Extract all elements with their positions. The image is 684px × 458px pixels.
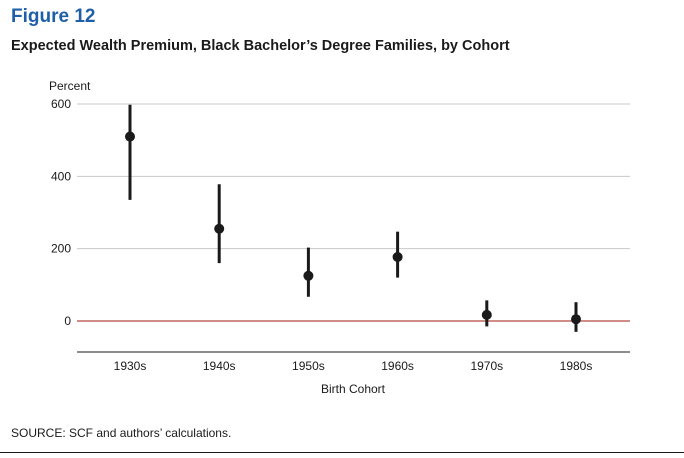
x-axis-label: Birth Cohort <box>321 382 386 396</box>
x-tick-labels: 1930s 1940s 1950s 1960s 1970s 1980s <box>114 359 593 373</box>
y-tick-label: 0 <box>64 314 71 328</box>
y-axis-label: Percent <box>49 79 91 93</box>
figure-label: Figure 12 <box>11 6 96 27</box>
error-bars <box>128 104 578 332</box>
x-tick-label: 1940s <box>203 359 236 373</box>
data-points <box>125 131 581 325</box>
x-tick-label: 1970s <box>470 359 503 373</box>
chart-title: Expected Wealth Premium, Black Bachelor’… <box>11 38 510 54</box>
data-point <box>481 309 492 320</box>
y-tick-labels: 0 200 400 600 <box>51 97 71 328</box>
y-tick-label: 600 <box>51 97 71 111</box>
y-tick-label: 200 <box>51 242 71 256</box>
y-tick-label: 400 <box>51 169 71 183</box>
data-point <box>303 270 314 281</box>
data-point <box>214 223 225 234</box>
data-point <box>571 314 581 325</box>
bottom-divider <box>0 452 684 453</box>
gridlines <box>77 103 630 322</box>
x-tick-label: 1980s <box>560 359 593 373</box>
data-point <box>125 131 135 142</box>
source-note: SOURCE: SCF and authors’ calculations. <box>11 426 232 440</box>
x-tick-label: 1930s <box>114 359 147 373</box>
x-tick-label: 1950s <box>292 359 325 373</box>
data-point <box>392 251 403 262</box>
x-tick-label: 1960s <box>381 359 414 373</box>
